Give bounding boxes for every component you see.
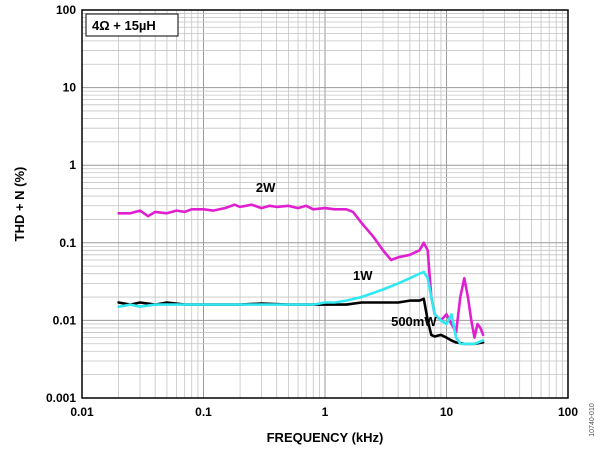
y-tick-label: 0.1: [59, 236, 76, 250]
annotation-box-label: 4Ω + 15µH: [92, 18, 156, 33]
x-tick-label: 1: [322, 405, 329, 419]
x-tick-label: 10: [440, 405, 454, 419]
x-axis-label: FREQUENCY (kHz): [267, 430, 384, 445]
series-label-2w: 2W: [256, 180, 276, 195]
y-tick-label: 10: [63, 81, 77, 95]
series-labels: 2W 1W 500mW: [256, 180, 437, 329]
x-tick-label: 0.01: [70, 405, 94, 419]
y-axis-label: THD + N (%): [12, 167, 27, 242]
y-tick-label: 100: [56, 3, 76, 17]
grid: [81, 10, 568, 399]
y-tick-label: 0.001: [46, 391, 76, 405]
series-label-500mw: 500mW: [391, 314, 437, 329]
series-label-1w: 1W: [353, 268, 373, 283]
y-tick-label: 0.01: [53, 313, 77, 327]
annotation-box: 4Ω + 15µH: [85, 13, 179, 37]
y-tick-label: 1: [69, 158, 76, 172]
series-line-1w: [117, 270, 485, 346]
plot-frame: [81, 9, 569, 399]
x-tick-label: 0.1: [195, 405, 212, 419]
x-tick-label: 100: [558, 405, 578, 419]
figure-id: 10740-010: [589, 403, 596, 437]
annotation-box-frame: [85, 13, 179, 37]
series-lines: [117, 203, 485, 346]
